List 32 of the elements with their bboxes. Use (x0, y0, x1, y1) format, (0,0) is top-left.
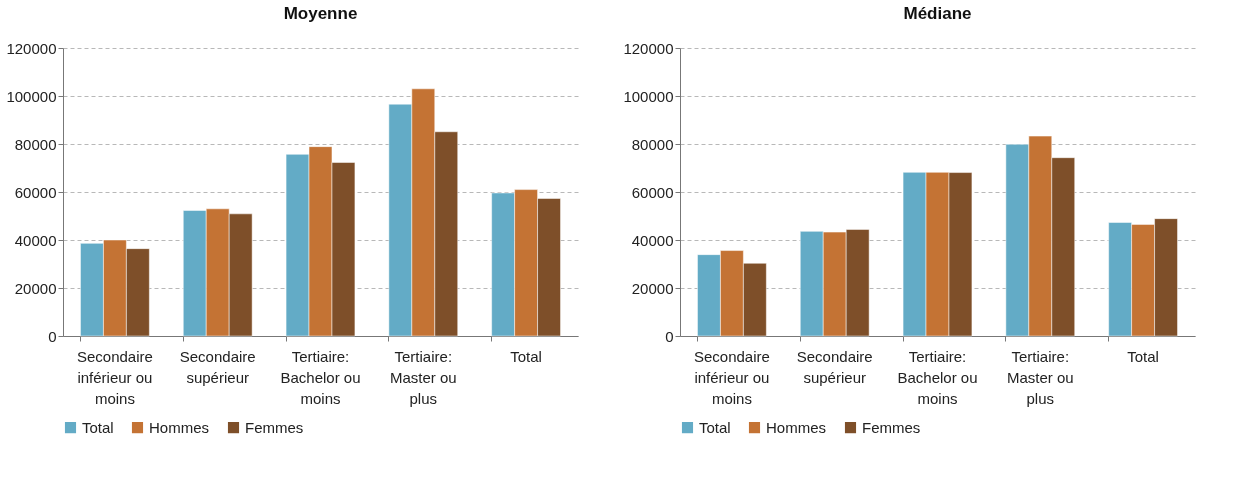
y-tick-label: 60000 (14, 183, 57, 201)
legend-label: Hommes (149, 418, 210, 436)
x-tick-label: Secondaire supérieur (179, 347, 256, 386)
y-tick-label: 100000 (6, 87, 57, 105)
y-tick-label: 80000 (14, 135, 57, 153)
x-tick-label: Tertiaire: Bachelor ou moins (897, 347, 978, 407)
y-tick-label: 120000 (6, 39, 57, 57)
y-tick-label: 20000 (14, 279, 57, 297)
x-tick-label: Tertiaire: Master ou plus (1006, 347, 1074, 407)
x-tick-label: Total (510, 347, 542, 365)
legend-label: Total (82, 418, 114, 436)
x-tick-label: Tertiaire: Bachelor ou moins (280, 347, 361, 407)
x-tick-label: Secondaire supérieur (796, 347, 873, 386)
y-tick-label: 0 (48, 327, 57, 345)
y-tick-label: 40000 (631, 231, 674, 249)
x-tick-label: Secondaire inférieur ou moins (76, 347, 153, 407)
chart-title: Moyenne (283, 4, 358, 23)
x-tick-label: Secondaire inférieur ou moins (693, 347, 770, 407)
x-tick-label: Total (1127, 347, 1159, 365)
y-tick-label: 80000 (631, 135, 674, 153)
y-tick-label: 120000 (623, 39, 674, 57)
legend-label: Femmes (862, 418, 921, 436)
x-tick-label: Tertiaire: Master ou plus (389, 347, 457, 407)
y-tick-label: 0 (665, 327, 674, 345)
y-tick-label: 60000 (631, 183, 674, 201)
legend-label: Hommes (766, 418, 827, 436)
legend-label: Total (699, 418, 731, 436)
y-tick-label: 20000 (631, 279, 674, 297)
chart-title: Médiane (903, 4, 972, 23)
y-tick-label: 40000 (14, 231, 57, 249)
legend-label: Femmes (245, 418, 304, 436)
y-tick-label: 100000 (623, 87, 674, 105)
